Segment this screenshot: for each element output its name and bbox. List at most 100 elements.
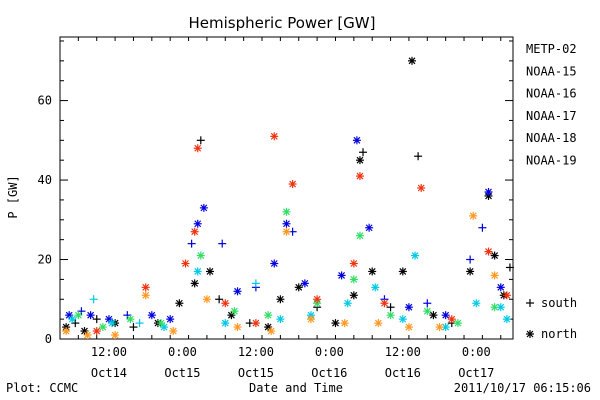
marker-stroke	[469, 212, 477, 220]
data-point	[398, 315, 407, 324]
marker-stroke	[338, 271, 346, 279]
marker-stroke	[405, 303, 413, 311]
marker-stroke	[191, 279, 199, 287]
data-point	[411, 251, 420, 260]
data-point	[202, 295, 211, 304]
data-point	[196, 251, 205, 260]
marker-stroke	[221, 319, 229, 327]
y-tick-label: 20	[38, 253, 52, 267]
marker-stroke	[157, 319, 165, 327]
data-point	[331, 319, 340, 328]
marker-stroke	[194, 268, 202, 275]
data-point	[343, 299, 352, 308]
data-point	[404, 303, 413, 312]
legend-entry: NOAA-15	[526, 64, 577, 78]
data-point	[267, 327, 276, 336]
data-point	[352, 136, 361, 145]
y-tick-label: 40	[38, 173, 52, 187]
marker-stroke	[356, 232, 364, 240]
legend-entry: NOAA-17	[526, 109, 577, 123]
data-point	[190, 227, 199, 236]
marker-stroke	[491, 303, 499, 311]
data-point	[270, 259, 279, 268]
legend-entry: NOAA-16	[526, 87, 577, 101]
marker-stroke	[374, 319, 382, 327]
data-point	[404, 323, 413, 332]
data-point	[355, 231, 364, 240]
data-point	[294, 283, 303, 292]
marker-stroke	[87, 311, 95, 319]
marker-stroke	[206, 268, 214, 275]
marker-stroke	[81, 327, 88, 335]
marker-stroke	[68, 315, 76, 323]
marker-stroke	[62, 327, 70, 335]
marker-stroke	[231, 307, 238, 315]
data-point	[359, 148, 368, 157]
data-point	[300, 279, 309, 288]
data-point	[196, 136, 205, 145]
marker-stroke	[497, 303, 505, 311]
data-point	[398, 267, 407, 276]
x-tick-date-label: Oct15	[164, 366, 200, 380]
data-point	[502, 315, 511, 324]
data-point	[92, 315, 101, 324]
data-point	[340, 319, 349, 328]
legend-entry: NOAA-19	[526, 154, 577, 168]
marker-stroke	[344, 299, 352, 307]
marker-stroke	[93, 327, 101, 335]
data-point	[282, 219, 291, 228]
marker-stroke	[436, 323, 443, 331]
data-point	[86, 311, 95, 320]
data-point	[447, 315, 456, 324]
data-point	[221, 299, 230, 308]
data-point	[386, 303, 395, 312]
marker-stroke	[142, 283, 150, 291]
data-point	[466, 267, 475, 276]
data-point	[337, 271, 346, 280]
data-point	[380, 299, 389, 308]
marker-stroke	[491, 252, 499, 259]
legend-marker-label: north	[541, 327, 577, 341]
data-point	[306, 315, 315, 324]
marker-stroke	[126, 315, 134, 323]
marker-stroke	[264, 323, 272, 331]
x-axis-label: Date and Time	[249, 381, 343, 395]
data-point	[141, 291, 150, 300]
marker-stroke	[264, 311, 272, 319]
data-point	[472, 299, 481, 308]
marker-stroke	[197, 252, 205, 259]
marker-stroke	[454, 319, 462, 327]
legend-marker	[526, 299, 534, 307]
data-point	[108, 319, 117, 328]
data-point	[157, 319, 166, 328]
data-point	[505, 263, 514, 272]
x-tick-date-label: Oct16	[385, 366, 421, 380]
data-point	[417, 184, 426, 192]
data-point	[218, 239, 227, 248]
y-axis-label: P [GW]	[6, 175, 20, 218]
data-point	[169, 327, 178, 336]
data-point	[129, 323, 138, 332]
data-point	[429, 311, 438, 320]
x-tick-date-label: Oct15	[238, 366, 274, 380]
legend-marker	[526, 330, 534, 338]
marker-stroke	[301, 279, 309, 287]
data-point	[221, 319, 230, 328]
marker-stroke	[405, 323, 413, 331]
data-point	[74, 311, 83, 320]
data-point	[98, 323, 107, 332]
data-point	[205, 267, 214, 276]
data-point	[181, 259, 190, 268]
x-tick-label: 12:00	[238, 345, 274, 359]
marker-stroke	[182, 260, 189, 267]
data-point	[193, 267, 202, 276]
data-point	[83, 331, 92, 340]
marker-stroke	[169, 327, 177, 335]
data-point	[355, 156, 364, 165]
marker-stroke	[227, 311, 235, 319]
legend-marker-label: south	[541, 296, 577, 310]
data-point	[251, 279, 260, 288]
data-point	[490, 271, 499, 280]
data-point	[288, 180, 297, 189]
data-point	[147, 311, 156, 320]
